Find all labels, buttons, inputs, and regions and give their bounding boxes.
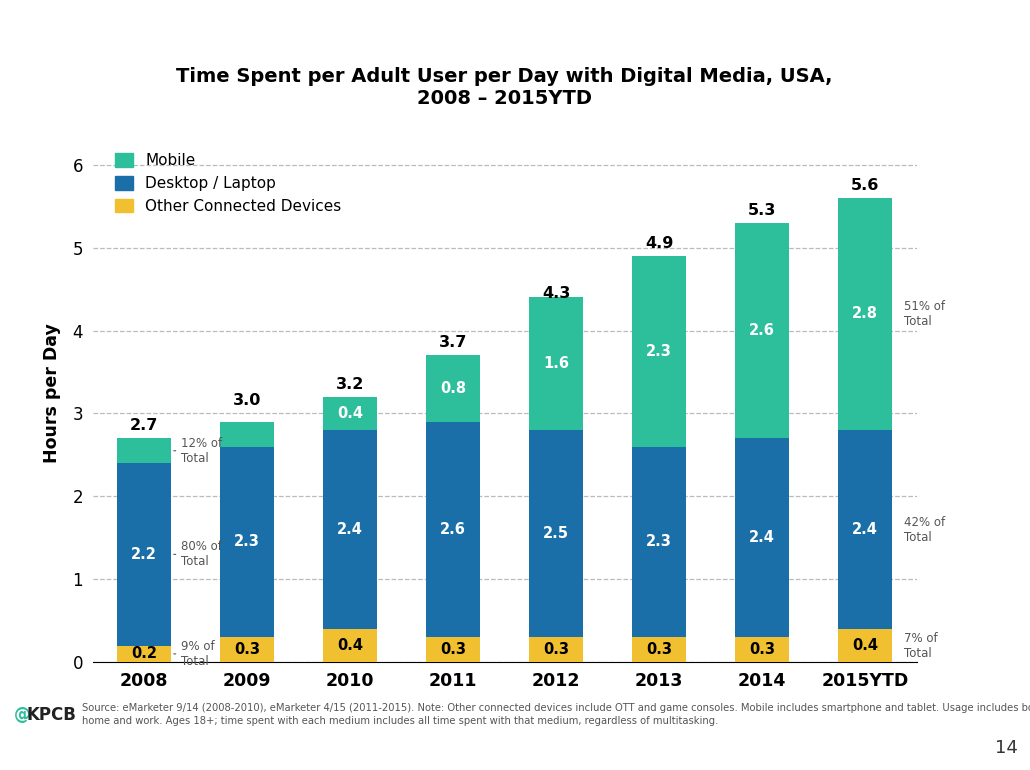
Text: 42% of
Total: 42% of Total	[904, 516, 946, 544]
Bar	[529, 297, 583, 430]
Text: 0.3: 0.3	[543, 642, 570, 658]
Bar	[426, 356, 480, 422]
Text: 0.3: 0.3	[749, 642, 776, 658]
Text: @: @	[13, 705, 30, 724]
Text: 5.6: 5.6	[851, 178, 880, 192]
Bar	[426, 422, 480, 638]
Bar	[838, 198, 892, 430]
Bar	[632, 638, 686, 662]
Bar	[632, 256, 686, 447]
Text: 3.2: 3.2	[336, 377, 365, 392]
Text: 0.2: 0.2	[131, 646, 158, 661]
Text: Source: eMarketer 9/14 (2008-2010), eMarketer 4/15 (2011-2015). Note: Other conn: Source: eMarketer 9/14 (2008-2010), eMar…	[82, 703, 1030, 726]
Text: 0.4: 0.4	[337, 638, 364, 653]
Text: 0.3: 0.3	[440, 642, 467, 658]
Text: Usage: Usage	[88, 26, 170, 50]
Bar	[117, 645, 171, 662]
Text: 3.0: 3.0	[233, 393, 262, 408]
Text: 0.4: 0.4	[337, 406, 364, 421]
Text: 0.4: 0.4	[852, 638, 879, 653]
Text: 9% of
Total: 9% of Total	[174, 640, 215, 668]
Bar	[117, 464, 171, 645]
Bar	[220, 447, 274, 638]
Text: 14: 14	[995, 739, 1018, 758]
Bar	[323, 397, 377, 430]
Bar	[735, 438, 789, 638]
Text: 0.3: 0.3	[646, 642, 673, 658]
Text: 51% of
Total: 51% of Total	[904, 300, 946, 328]
Bar	[632, 447, 686, 638]
Y-axis label: Hours per Day: Hours per Day	[43, 323, 61, 463]
Legend: Mobile, Desktop / Laptop, Other Connected Devices: Mobile, Desktop / Laptop, Other Connecte…	[108, 147, 347, 219]
Bar	[323, 629, 377, 662]
Text: 2.6: 2.6	[440, 522, 467, 537]
Text: 3.7: 3.7	[439, 336, 468, 350]
Title: Time Spent per Adult User per Day with Digital Media, USA,
2008 – 2015YTD: Time Spent per Adult User per Day with D…	[176, 67, 833, 108]
Text: KPCB: KPCB	[27, 705, 76, 724]
Text: 2.5: 2.5	[543, 526, 570, 541]
Bar	[529, 638, 583, 662]
Text: 2.6: 2.6	[749, 323, 776, 338]
Bar	[529, 430, 583, 638]
Text: 1.6: 1.6	[543, 357, 570, 371]
Bar	[426, 638, 480, 662]
Text: (Engagement) Growth Solid: (Engagement) Growth Solid	[141, 26, 519, 50]
Bar	[117, 438, 171, 464]
Bar	[220, 638, 274, 662]
Bar	[735, 223, 789, 438]
Text: 4.9: 4.9	[645, 236, 674, 251]
Text: 80% of
Total: 80% of Total	[174, 541, 222, 568]
Bar	[220, 422, 274, 447]
Text: 7% of
Total: 7% of Total	[904, 631, 938, 660]
Text: 0.8: 0.8	[440, 381, 467, 396]
Text: 2.2: 2.2	[131, 547, 158, 562]
Text: 2.4: 2.4	[852, 522, 879, 537]
Bar	[323, 430, 377, 629]
Text: 2.4: 2.4	[337, 522, 364, 537]
Bar	[838, 629, 892, 662]
Text: 2.8: 2.8	[852, 306, 879, 321]
Text: 2.3: 2.3	[234, 534, 261, 550]
Text: Internet: Internet	[19, 26, 135, 50]
Text: 2.3: 2.3	[646, 343, 673, 359]
Bar	[838, 430, 892, 629]
Text: 4.3: 4.3	[542, 286, 571, 300]
Text: 0.3: 0.3	[234, 642, 261, 658]
Text: 2.3: 2.3	[646, 534, 673, 550]
Bar	[735, 638, 789, 662]
Text: 2.4: 2.4	[749, 531, 776, 545]
Text: 12% of
Total: 12% of Total	[174, 437, 222, 465]
Text: 2.7: 2.7	[130, 418, 159, 434]
Text: 5.3: 5.3	[748, 203, 777, 218]
Text: +11% Y/Y = Mobile @ 3 Hours / Day per User vs. <1  Five Years Ago, USA: +11% Y/Y = Mobile @ 3 Hours / Day per Us…	[19, 77, 988, 101]
